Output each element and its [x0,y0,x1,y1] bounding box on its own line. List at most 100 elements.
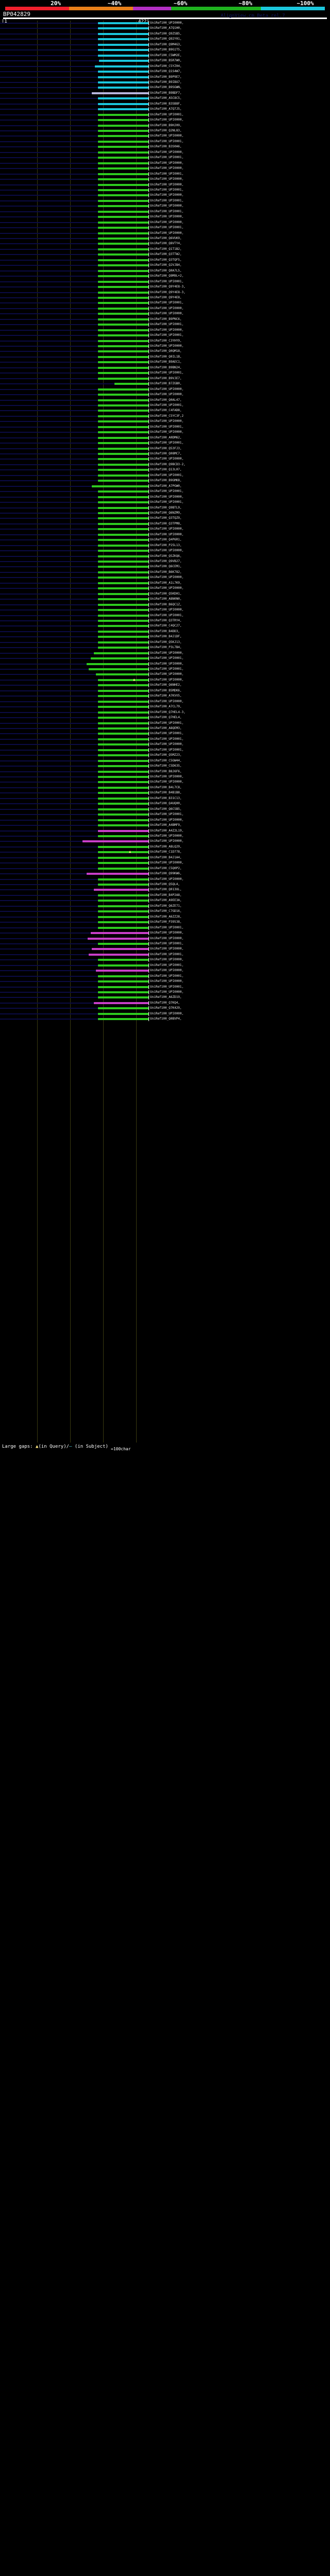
hsp-bar[interactable] [98,905,148,907]
hit-row[interactable]: UniRef100_UPI0000, [0,306,330,312]
hsp-bar[interactable] [98,910,148,913]
hsp-bar[interactable] [98,1018,148,1021]
hit-row[interactable]: UniRef100_UPI0001, [0,925,330,931]
hsp-bar[interactable] [98,900,148,902]
hsp-bar[interactable] [98,544,148,547]
hit-row[interactable]: UniRef100_UPI0001, [0,172,330,177]
hit-accession-label[interactable]: UniRef100_UPI0000, [150,575,184,580]
hit-accession-label[interactable]: UniRef100_UPI0001, [150,156,184,160]
hit-row[interactable]: UniRef100_UPI0001, [0,613,330,619]
hit-accession-label[interactable]: UniRef100_C4QC27, [150,624,182,628]
hit-accession-label[interactable]: UniRef100_A7Q1H0, [150,26,182,30]
hsp-bar[interactable] [98,350,148,353]
hit-row[interactable]: UniRef100_UPI0001, [0,440,330,446]
hit-accession-label[interactable]: UniRef100_UPI0001, [150,656,184,660]
hit-row[interactable]: UniRef100_UPI0000, [0,456,330,462]
hit-row[interactable]: UniRef100_UPI0001, [0,974,330,979]
hit-accession-label[interactable]: UniRef100_Q0BVP4, [150,1017,182,1021]
hit-row[interactable]: UniRef100_A8QEM3, [0,726,330,732]
hit-row[interactable]: UniRef100_UPI0000, [0,662,330,667]
hsp-bar[interactable] [94,652,148,654]
hit-accession-label[interactable]: UniRef100_A6ZD19, [150,995,182,999]
hit-accession-label[interactable]: UniRef100_UPI0000, [150,393,184,397]
hsp-bar[interactable] [98,1007,148,1010]
hit-accession-label[interactable]: UniRef100_B9BDF7, [150,91,182,95]
hit-row[interactable]: UniRef100_A4Z2L19, [0,828,330,834]
hit-accession-label[interactable]: UniRef100_UPI0001, [150,974,184,978]
hit-accession-label[interactable]: UniRef100_Q6CEM1, [150,565,182,569]
hit-row[interactable]: UniRef100_Q2NL83, [0,128,330,134]
hit-row[interactable]: UniRef100_Q2VJB4, [0,263,330,268]
hit-accession-label[interactable]: UniRef100_C1D778, [150,850,182,854]
hsp-bar[interactable] [98,781,148,784]
hit-row[interactable]: UniRef100_Q013UL, [0,887,330,893]
hit-accession-label[interactable]: UniRef100_UPI0000, [150,312,184,316]
hit-accession-label[interactable]: UniRef100_Q5MZ23, [150,753,182,757]
hit-row[interactable]: UniRef100_P25L13, [0,543,330,549]
hsp-bar[interactable] [98,157,148,159]
hsp-bar[interactable] [98,555,148,557]
hit-row[interactable]: UniRef100_C7GD16, [0,909,330,914]
hsp-bar[interactable] [98,324,148,326]
hit-accession-label[interactable]: UniRef100_UPI0000, [150,672,184,676]
hsp-bar[interactable] [98,867,148,870]
hit-row[interactable]: UniRef100_UPI0000, [0,495,330,500]
hit-accession-label[interactable]: UniRef100_Q5KDH1, [150,591,182,596]
hsp-bar[interactable] [96,673,148,676]
hsp-bar[interactable] [98,561,148,563]
hit-row[interactable]: UniRef100_UPI0000, [0,419,330,425]
hit-accession-label[interactable]: UniRef100_UPI0000, [150,947,184,951]
hsp-bar[interactable] [98,587,148,590]
hit-row[interactable]: UniRef100_Q7HEL4-3, [0,710,330,716]
hit-row[interactable]: UniRef100_Q5ZKQ6, [0,554,330,560]
hit-row[interactable]: UniRef100_Q1T1B2, [0,247,330,252]
hsp-bar[interactable] [89,953,148,956]
hsp-bar[interactable] [98,307,148,310]
hit-accession-label[interactable]: UniRef100_UPI0001, [150,301,184,305]
hit-accession-label[interactable]: UniRef100_A7CL79, [150,705,182,709]
hit-accession-label[interactable]: UniRef100_UPI0000, [150,430,184,434]
hit-row[interactable]: UniRef100_C3YHY9, [0,338,330,344]
hit-accession-label[interactable]: UniRef100_A5C8C5, [150,96,182,100]
hit-accession-label[interactable]: UniRef100_UPI0000, [150,118,184,122]
hit-accession-label[interactable]: UniRef100_UPI0000, [150,177,184,181]
hit-row[interactable]: UniRef100_UPI0000, [0,214,330,220]
hsp-bar[interactable] [98,582,148,584]
hit-row[interactable]: UniRef100_UPI0000, [0,839,330,844]
hit-row[interactable]: UniRef100_A7KVV5, [0,693,330,699]
hsp-bar[interactable] [98,32,148,35]
hit-accession-label[interactable]: UniRef100_Q92Y01, [150,37,182,41]
hit-row[interactable]: UniRef100_B9PNC6, [0,317,330,323]
hit-accession-label[interactable]: UniRef100_B8J6F6, [150,769,182,773]
hsp-bar[interactable] [98,173,148,175]
hit-accession-label[interactable]: UniRef100_Q99KW6, [150,872,182,876]
hit-row[interactable]: UniRef100_UPI0000, [0,204,330,209]
hit-accession-label[interactable]: UniRef100_UPI0001, [150,198,184,202]
hsp-bar[interactable] [98,87,148,89]
hsp-bar[interactable] [98,113,148,116]
hsp-bar[interactable] [98,814,148,816]
hit-row[interactable]: UniRef100_UPI0000, [0,150,330,156]
hit-row[interactable]: UniRef100_Q08MC7, [0,451,330,457]
hit-row[interactable]: UniRef100_UPI0000, [0,231,330,236]
hit-row[interactable]: UniRef100_UPI0000, [0,818,330,823]
hsp-bar[interactable] [99,60,148,62]
hit-accession-label[interactable]: UniRef100_UPI0000, [150,215,184,219]
hit-row[interactable]: UniRef100_B6K782, [0,570,330,575]
hit-row[interactable]: UniRef100_Q9Y4E8-3, [0,284,330,290]
hit-accession-label[interactable]: UniRef100_B3S0A6, [150,145,182,149]
hit-row[interactable]: UniRef100_UPI0000, [0,877,330,883]
hit-row[interactable]: UniRef100_Q1S4W7, [0,69,330,75]
hit-accession-label[interactable]: UniRef100_UPI0001, [150,333,184,337]
hsp-bar[interactable] [98,469,148,471]
hit-row[interactable]: UniRef100_UPI0001, [0,139,330,145]
hit-row[interactable]: UniRef100_Q5MZ23, [0,753,330,758]
hit-row[interactable]: UniRef100_UPI0000, [0,311,330,317]
hit-row[interactable]: UniRef100_UPI0001, [0,721,330,726]
hsp-bar[interactable] [98,238,148,240]
hit-row[interactable]: UniRef100_Q3TTW2, [0,252,330,258]
hsp-bar[interactable] [98,980,148,983]
hit-accession-label[interactable]: UniRef100_A9EE3A, [150,899,182,903]
hsp-bar[interactable] [98,388,148,391]
hit-accession-label[interactable]: UniRef100_B4J1A4, [150,855,182,859]
